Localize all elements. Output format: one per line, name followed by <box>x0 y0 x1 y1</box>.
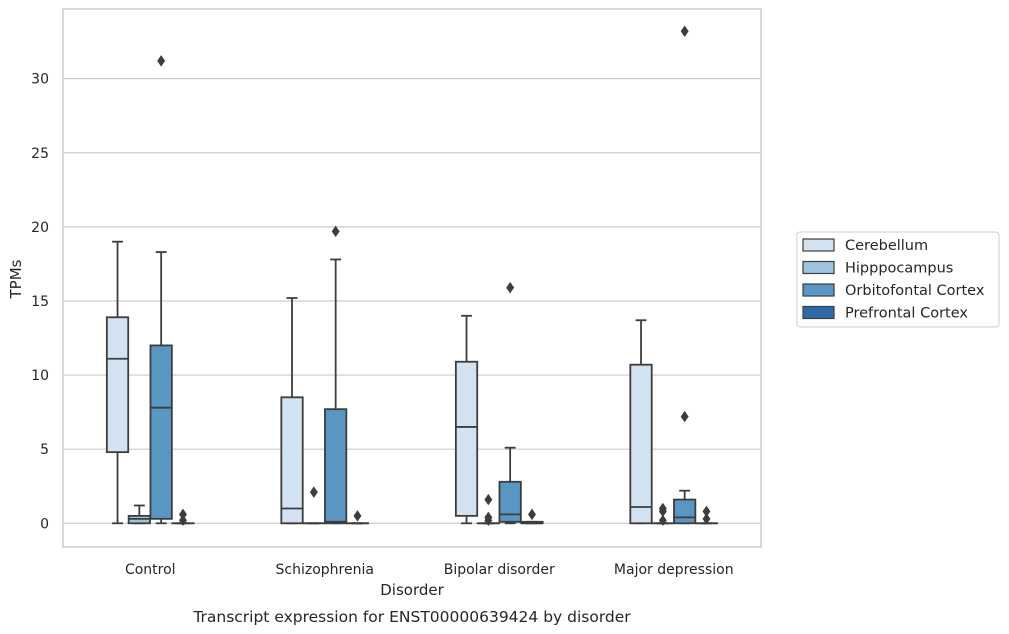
box-body <box>280 396 304 525</box>
box-body <box>629 363 653 525</box>
y-tick-label: 10 <box>31 368 49 384</box>
x-tick-label: Control <box>125 562 176 578</box>
box <box>345 510 370 525</box>
legend-swatch <box>802 238 835 252</box>
outlier-point <box>353 510 362 522</box>
outlier-point <box>331 225 340 238</box>
box <box>280 297 304 525</box>
box-body <box>105 316 130 454</box>
outlier-point <box>658 514 667 527</box>
x-tick-label: Major depression <box>614 562 734 578</box>
y-tick-label: 20 <box>31 220 49 236</box>
y-axis-ticks: 0 5 10 15 20 25 30 <box>31 72 49 533</box>
box-body <box>149 344 173 520</box>
y-tick-label: 25 <box>31 146 49 162</box>
figure-caption: Transcript expression for ENST0000063942… <box>192 608 631 626</box>
outlier-point <box>702 513 711 525</box>
box <box>302 486 326 525</box>
outlier-point <box>484 511 493 524</box>
legend-swatch <box>802 260 835 275</box>
box <box>454 314 479 525</box>
grid-lines <box>63 78 761 524</box>
y-tick-label: 5 <box>40 442 49 458</box>
box-body <box>498 480 522 523</box>
outlier-point <box>179 508 187 521</box>
box <box>673 25 697 525</box>
box <box>629 319 653 525</box>
legend-label: Cerebellum <box>845 238 928 254</box>
series-group <box>105 240 653 525</box>
outlier-point <box>680 410 689 423</box>
x-tick-label: Bipolar disorder <box>444 562 555 578</box>
legend-swatch <box>802 305 835 320</box>
y-tick-label: 30 <box>31 72 49 88</box>
legend-frame <box>796 231 1000 328</box>
legend-label: Prefrontal Cortex <box>845 306 968 322</box>
box <box>651 502 675 527</box>
outlier-point <box>506 281 515 294</box>
y-tick-label: 15 <box>31 294 49 310</box>
box <box>127 504 151 525</box>
box <box>520 508 544 525</box>
outlier-point <box>309 486 318 498</box>
box <box>149 55 173 525</box>
outlier-point <box>680 25 689 37</box>
box <box>324 225 348 525</box>
series-group <box>127 486 675 527</box>
outlier-point <box>702 505 711 518</box>
x-axis-ticks: Control Schizophrenia Bipolar disorder Majo… <box>125 562 734 578</box>
x-tick-label: Schizophrenia <box>276 562 374 578</box>
box <box>105 240 130 525</box>
series-group <box>149 25 697 525</box>
box-body <box>324 408 348 525</box>
outlier-point <box>157 55 166 67</box>
outlier-point <box>658 502 667 515</box>
y-tick-label: 0 <box>40 516 49 532</box>
outlier-point <box>484 493 493 506</box>
box <box>476 493 500 527</box>
outlier-point <box>179 514 187 527</box>
box-body <box>673 498 697 525</box>
legend-swatch <box>802 283 835 297</box>
legend-label: Hipppocampus <box>845 261 953 277</box>
legend: Cerebellum Hipppocampus Orbitofontal Corte… <box>796 231 1000 328</box>
box-body <box>454 360 479 517</box>
box-series <box>105 25 719 527</box>
legend-label: Orbitofontal Cortex <box>845 283 985 299</box>
plot-frame <box>62 8 762 548</box>
box <box>498 281 522 525</box>
box <box>171 508 195 527</box>
series-group <box>171 505 719 527</box>
box <box>694 505 719 525</box>
outlier-point <box>528 508 536 521</box>
x-axis-label: Disorder <box>380 581 444 599</box>
y-axis-label: TPMs <box>7 259 25 299</box>
